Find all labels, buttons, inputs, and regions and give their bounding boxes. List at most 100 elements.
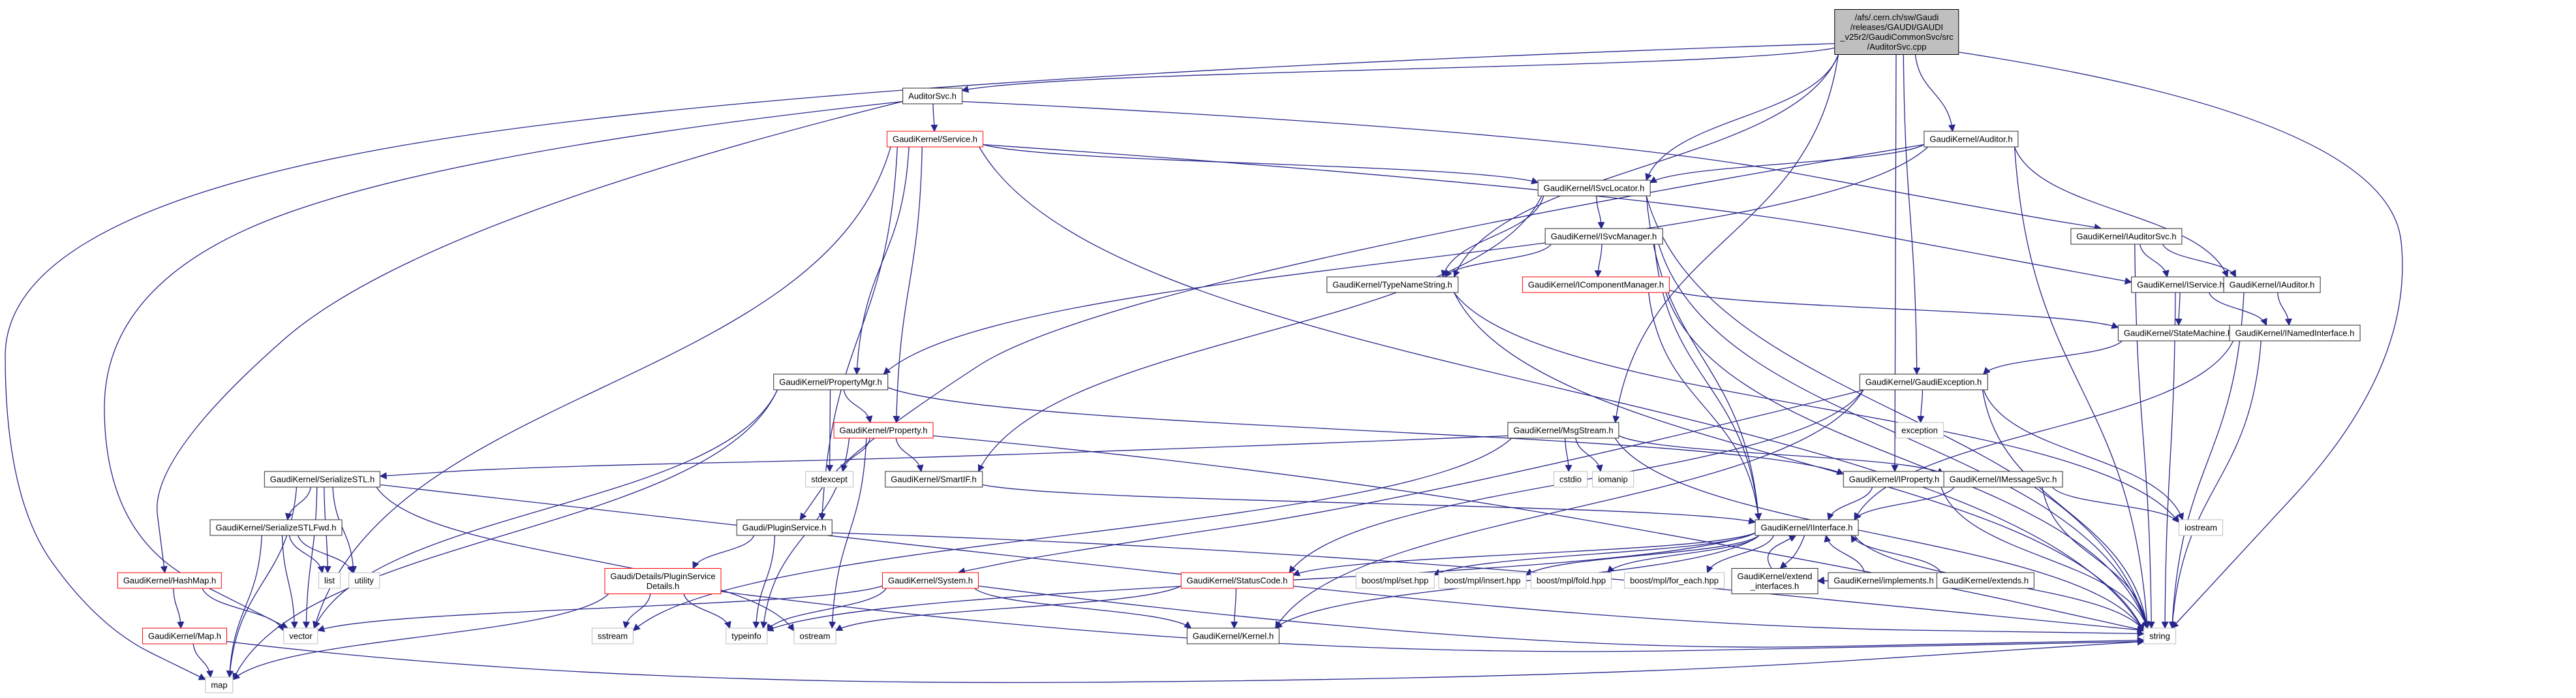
graph-node-cstdio: cstdio — [1554, 471, 1587, 488]
include-edge-iproperty-to-iinterface — [1827, 487, 1873, 521]
graph-node-exception: exception — [1895, 422, 1944, 439]
graph-node-hashmap[interactable]: GaudiKernel/HashMap.h — [117, 572, 222, 589]
include-edge-iauditorsvc-to-iservice — [2139, 244, 2170, 278]
include-edge-iinterface-to-mplforeach — [1706, 535, 1774, 574]
graph-node-mapheader[interactable]: GaudiKernel/Map.h — [142, 627, 228, 644]
include-edge-msgstream-to-cstdio — [1565, 438, 1572, 473]
include-edge-propertymgr-to-stdexcept — [825, 390, 834, 473]
include-edge-service-to-propertymgr — [853, 147, 910, 375]
graph-node-iauditor[interactable]: GaudiKernel/IAuditor.h — [2223, 276, 2321, 293]
include-edge-icomponentmanager-to-iinterface — [1648, 293, 1762, 521]
include-edge-gaudiexception-to-system — [957, 389, 1863, 575]
graph-node-sstream: sstream — [591, 627, 634, 644]
graph-node-typenamestring[interactable]: GaudiKernel/TypeNameString.h — [1326, 276, 1458, 293]
include-edge-system-to-string — [978, 585, 2145, 648]
include-edge-propertymgr-to-property — [843, 390, 873, 424]
include-edge-typenamestring-to-iostream — [1454, 293, 2180, 523]
graph-node-pluginservice[interactable]: Gaudi/PluginService.h — [736, 519, 833, 536]
include-edge-property-to-smartif — [895, 438, 924, 473]
include-edge-service-to-property — [893, 147, 923, 424]
graph-node-msgstream[interactable]: GaudiKernel/MsgStream.h — [1507, 422, 1619, 439]
graph-node-implements[interactable]: GaudiKernel/implements.h — [1828, 572, 1940, 589]
include-edge-root-to-auditor — [1914, 54, 1955, 133]
include-edge-extendif-to-iinterface — [1767, 535, 1797, 569]
include-edge-root-to-iproperty — [1891, 54, 1899, 473]
graph-node-kernel[interactable]: GaudiKernel/Kernel.h — [1186, 627, 1280, 644]
include-edge-root-to-auditorsvc_h — [961, 47, 1835, 93]
root-source-file-node: /afs/.cern.ch/sw/Gaudi /releases/GAUDI/G… — [1834, 9, 1959, 55]
graph-node-inamedinterface[interactable]: GaudiKernel/INamedInterface.h — [2229, 325, 2361, 341]
graph-node-mplforeach: boost/mpl/for_each.hpp — [1624, 572, 1725, 589]
include-edge-gaudiexception-to-iostream — [1983, 390, 2184, 521]
include-edge-isvclocator-to-iinterface — [1646, 196, 1762, 521]
graph-node-isvclocator[interactable]: GaudiKernel/ISvcLocator.h — [1537, 180, 1651, 197]
graph-node-auditorsvc_h[interactable]: AuditorSvc.h — [902, 87, 962, 104]
include-edge-isvclocator-to-string — [1646, 196, 2149, 629]
include-edge-typenamestring-to-string — [1454, 293, 2144, 631]
graph-node-ostream: ostream — [793, 627, 836, 644]
graph-node-iauditorsvc[interactable]: GaudiKernel/IAuditorSvc.h — [2070, 228, 2183, 245]
graph-node-serializestl[interactable]: GaudiKernel/SerializeSTL.h — [264, 471, 381, 488]
include-edge-auditorsvc_h-to-vector — [104, 101, 903, 629]
include-edge-statemachine-to-gaudiexception — [1983, 341, 2123, 375]
include-edge-service-to-pluginservice — [818, 147, 898, 521]
include-edge-implements-to-iinterface — [1824, 534, 1865, 573]
graph-node-extends[interactable]: GaudiKernel/extends.h — [1936, 572, 2035, 589]
graph-node-system[interactable]: GaudiKernel/System.h — [882, 572, 979, 589]
include-edge-pluginservice-to-typeinfo — [752, 535, 776, 629]
graph-node-string: string — [2143, 627, 2176, 644]
include-edge-serializestlfwd-to-list — [288, 535, 325, 574]
graph-node-iinterface[interactable]: GaudiKernel/IInterface.h — [1755, 519, 1859, 536]
include-edge-root-to-isvclocator — [1645, 54, 1839, 182]
graph-node-serializestlfwd[interactable]: GaudiKernel/SerializeSTLFwd.h — [209, 519, 343, 536]
graph-node-icomponentmanager[interactable]: GaudiKernel/IComponentManager.h — [1522, 276, 1670, 293]
graph-node-imessagesvc[interactable]: GaudiKernel/IMessageSvc.h — [1943, 471, 2063, 488]
include-edge-serializestl-to-serializestlfwd — [284, 487, 311, 521]
graph-node-list: list — [318, 572, 341, 589]
include-edge-iproperty-to-string — [1940, 487, 2149, 629]
include-edge-root-to-msgstream — [1612, 54, 1839, 424]
include-edge-isvclocator-to-isvcmanager — [1596, 196, 1605, 230]
include-edge-auditor-to-isvclocator — [1649, 144, 1924, 183]
include-edge-root-to-string — [1959, 52, 2403, 629]
graph-node-isvcmanager[interactable]: GaudiKernel/ISvcManager.h — [1544, 228, 1663, 245]
graph-node-property[interactable]: GaudiKernel/Property.h — [833, 422, 934, 439]
include-edge-msgstream-to-serializestl — [379, 435, 1508, 480]
include-edge-psdetails-to-typeinfo — [683, 594, 731, 629]
graph-node-statemachine[interactable]: GaudiKernel/StateMachine.h — [2117, 325, 2239, 341]
graph-node-gaudiexception[interactable]: GaudiKernel/GaudiException.h — [1859, 373, 1988, 390]
include-edge-smartif-to-iinterface — [982, 484, 1756, 525]
include-edge-root-to-map — [5, 43, 1835, 680]
include-edge-inamedinterface-to-string — [2169, 341, 2262, 629]
include-edge-hashmap-to-vector — [202, 588, 284, 632]
graph-node-statuscode[interactable]: GaudiKernel/StatusCode.h — [1180, 572, 1294, 589]
graph-node-smartif[interactable]: GaudiKernel/SmartIF.h — [885, 471, 983, 488]
graph-node-extendif[interactable]: GaudiKernel/extend _interfaces.h — [1731, 568, 1818, 594]
graph-node-stdexcept: stdexcept — [805, 471, 853, 488]
include-edge-gaudiexception-to-string — [1982, 390, 2150, 629]
include-edge-property-to-string — [933, 435, 2145, 633]
include-edge-iservice-to-statemachine — [2175, 293, 2183, 326]
include-edge-auditor-to-pluginservice — [799, 144, 1924, 520]
include-edge-auditor-to-propertymgr — [883, 147, 1928, 375]
include-edge-auditorsvc_h-to-iauditorsvc — [962, 101, 2102, 231]
include-edge-hashmap-to-mapheader — [173, 588, 185, 629]
include-edge-serializestl-to-utility — [332, 487, 357, 574]
graph-node-auditor[interactable]: GaudiKernel/Auditor.h — [1924, 131, 2019, 148]
include-edge-service-to-vector — [313, 147, 891, 629]
graph-node-iproperty[interactable]: GaudiKernel/IProperty.h — [1843, 471, 1946, 488]
include-edge-statuscode-to-ostream — [835, 585, 1181, 631]
include-edge-auditor-to-iauditor — [2014, 147, 2229, 278]
graph-node-service[interactable]: GaudiKernel/Service.h — [886, 131, 984, 148]
include-edge-iinterface-to-statuscode — [1292, 532, 1755, 577]
include-edge-serializestlfwd-to-vector — [281, 535, 298, 629]
include-edge-iauditor-to-inamedinterface — [2277, 293, 2292, 326]
include-edge-extends-to-iinterface — [1850, 535, 1942, 573]
include-edge-iinterface-to-extendif — [1779, 535, 1805, 569]
include-edge-serializestlfwd-to-map — [226, 535, 262, 678]
graph-node-propertymgr[interactable]: GaudiKernel/PropertyMgr.h — [773, 373, 888, 390]
graph-node-iservice[interactable]: GaudiKernel/IService.h — [2131, 276, 2230, 293]
graph-node-psdetails[interactable]: Gaudi/Details/PluginService Details.h — [604, 568, 722, 594]
graph-node-map: map — [205, 676, 234, 693]
include-edge-iinterface-to-mplfold — [1606, 535, 1760, 573]
